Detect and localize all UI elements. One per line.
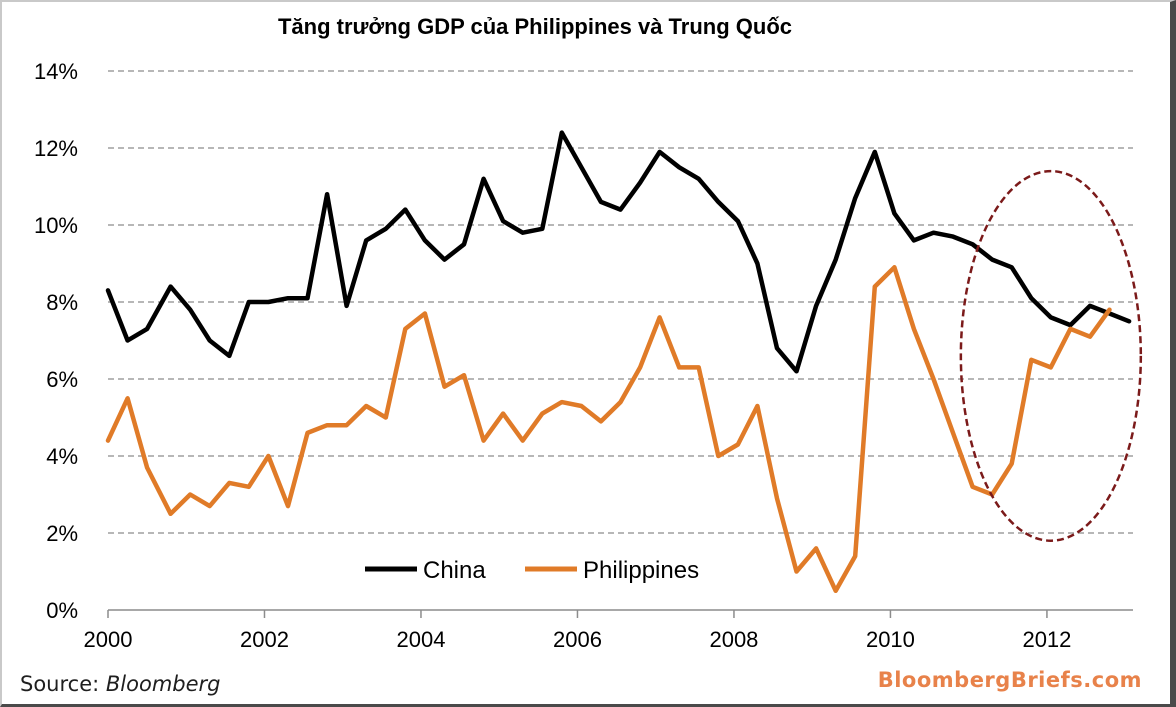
source-label: Source: bbox=[20, 672, 106, 696]
y-tick-label: 4% bbox=[46, 444, 78, 469]
y-tick-label: 2% bbox=[46, 521, 78, 546]
x-tick-label: 2008 bbox=[709, 627, 758, 652]
brand-watermark: BloombergBriefs.com bbox=[877, 668, 1142, 692]
highlight-annotation bbox=[959, 169, 1143, 542]
x-tick-label: 2004 bbox=[397, 627, 446, 652]
legend-label: Philippines bbox=[583, 557, 699, 584]
legend-item: Philippines bbox=[525, 557, 699, 584]
source-note: Source: Bloomberg bbox=[20, 672, 221, 696]
line-chart: 0% 2% 4% 6% 8% 10% 12% 14% 2000 2002 2004 2006 2008… bbox=[34, 59, 1143, 652]
x-tick-label: 2000 bbox=[84, 627, 133, 652]
x-tick-label: 2012 bbox=[1022, 627, 1071, 652]
y-tick-label: 0% bbox=[46, 598, 78, 623]
y-tick-label: 12% bbox=[34, 136, 78, 161]
legend: China Philippines bbox=[365, 557, 699, 584]
legend-label: China bbox=[423, 557, 486, 584]
highlight-ellipse bbox=[959, 169, 1143, 542]
x-axis-tick-labels: 2000 2002 2004 2006 2008 2010 2012 bbox=[84, 627, 1072, 652]
x-axis bbox=[107, 609, 1133, 618]
source-name: Bloomberg bbox=[105, 672, 221, 696]
x-tick-label: 2010 bbox=[866, 627, 915, 652]
x-tick-label: 2002 bbox=[240, 627, 289, 652]
y-axis-tick-labels: 0% 2% 4% 6% 8% 10% 12% 14% bbox=[34, 59, 78, 623]
chart-title: Tăng trưởng GDP của Philippines và Trung… bbox=[277, 14, 792, 39]
series-line-philippines bbox=[105, 265, 1112, 594]
series-line-china bbox=[105, 130, 1132, 374]
y-tick-label: 8% bbox=[46, 290, 78, 315]
y-tick-label: 14% bbox=[34, 59, 78, 84]
legend-item: China bbox=[365, 557, 486, 584]
y-tick-label: 6% bbox=[46, 367, 78, 392]
x-tick-label: 2006 bbox=[553, 627, 602, 652]
y-tick-label: 10% bbox=[34, 213, 78, 238]
series-lines bbox=[105, 130, 1132, 594]
